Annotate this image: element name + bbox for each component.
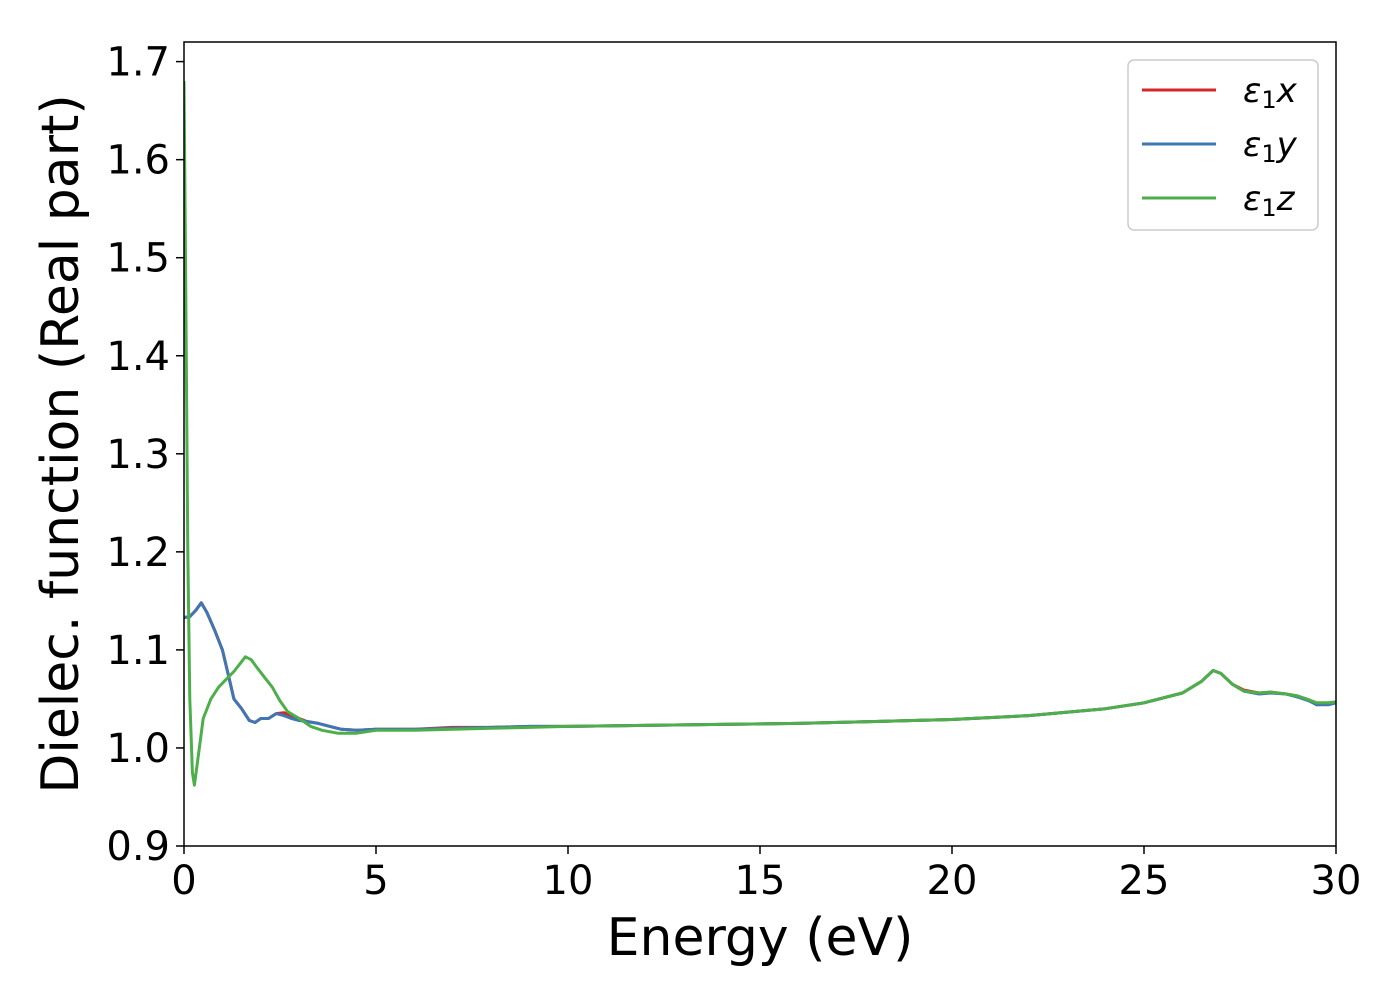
y-tick-label: 1.0	[106, 726, 170, 772]
x-tick-label: 10	[543, 858, 594, 904]
legend-label-y: ε1y	[1243, 125, 1298, 168]
legend-label-z: ε1z	[1243, 179, 1296, 222]
y-tick-label: 1.4	[106, 334, 170, 380]
y-tick-label: 1.5	[106, 236, 170, 282]
x-tick-label: 0	[171, 858, 196, 904]
x-tick-label: 30	[1311, 858, 1362, 904]
x-tick-label: 5	[363, 858, 388, 904]
legend: ε1x ε1y ε1z	[1127, 59, 1319, 231]
series-line-y	[184, 601, 1336, 732]
y-tick-label: 0.9	[106, 824, 170, 870]
legend-label-x: ε1x	[1243, 71, 1298, 114]
axis-ticks: 0 5 10 15 20 25 30 0.9 1.0 1.1 1.2 1.3 1.4 1.5 1.6 1.7	[106, 40, 1361, 904]
y-tick-label: 1.2	[106, 530, 170, 576]
legend-box	[1127, 59, 1319, 231]
x-tick-label: 25	[1119, 858, 1170, 904]
series-line-x	[184, 601, 1336, 732]
y-axis-title: Dielec. function (Real part)	[31, 94, 91, 793]
x-tick-label: 20	[927, 858, 978, 904]
x-tick-label: 15	[735, 858, 786, 904]
y-tick-label: 1.7	[106, 40, 170, 86]
y-tick-label: 1.3	[106, 432, 170, 478]
y-tick-label: 1.1	[106, 628, 170, 674]
x-axis-title: Energy (eV)	[607, 908, 914, 968]
y-tick-label: 1.6	[106, 138, 170, 184]
plot-marks	[184, 81, 1336, 787]
series-line-z	[184, 81, 1336, 787]
